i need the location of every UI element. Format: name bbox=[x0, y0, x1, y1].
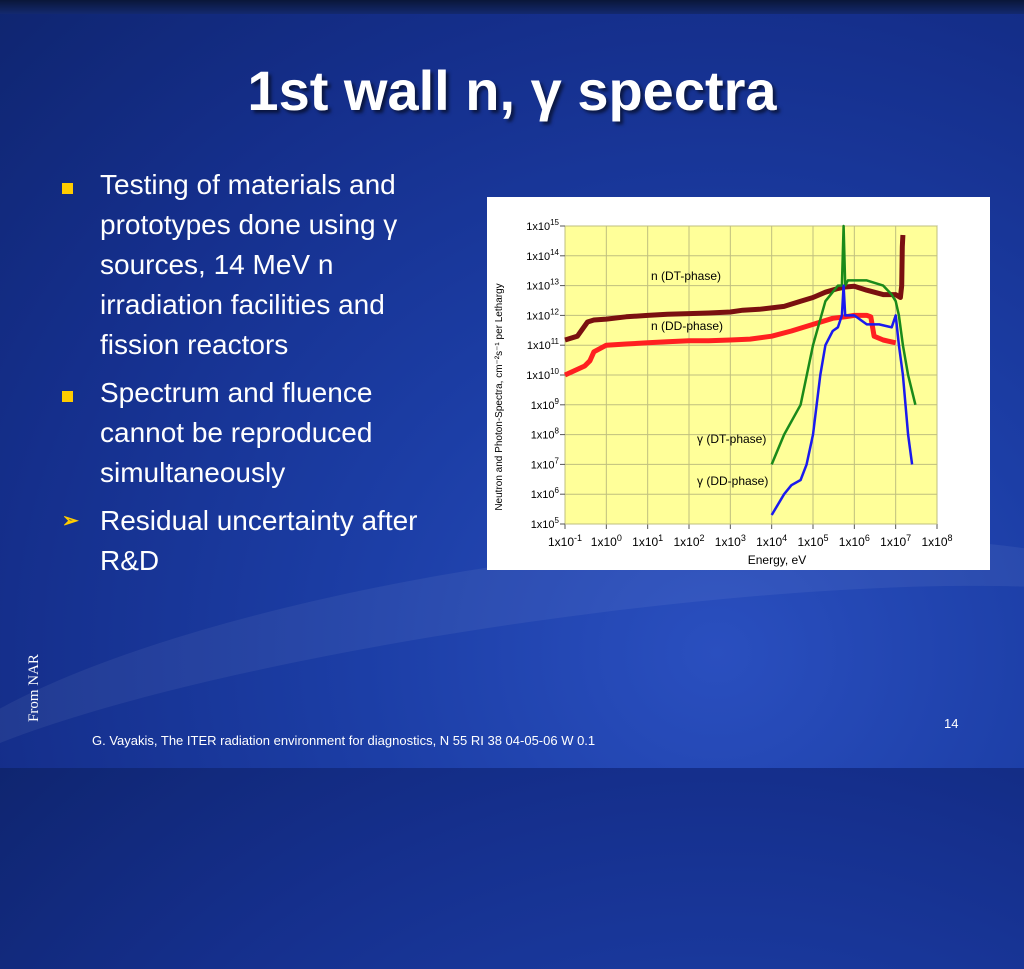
y-tick-label: 1x1015 bbox=[526, 218, 559, 233]
x-tick-label: 1x100 bbox=[591, 533, 622, 549]
series-line-n-dd bbox=[563, 312, 897, 378]
square-bullet-icon bbox=[62, 165, 73, 205]
y-tick-label: 1x1013 bbox=[526, 278, 559, 293]
series-annotation: n (DT-phase) bbox=[651, 269, 721, 283]
series-annotation: n (DD-phase) bbox=[651, 319, 723, 333]
series-line-gamma-dt bbox=[770, 224, 917, 465]
x-tick-label: 1x108 bbox=[921, 533, 952, 549]
y-tick-label: 1x1011 bbox=[527, 337, 560, 352]
top-band bbox=[0, 0, 1024, 14]
bullet-item: ➢ Residual uncertainty after R&D bbox=[60, 501, 450, 581]
chevron-bullet-icon: ➢ bbox=[62, 510, 79, 532]
series-line-gamma-dd bbox=[770, 284, 914, 516]
square-bullet-icon bbox=[62, 373, 73, 413]
bullet-text: Spectrum and fluence cannot be reproduce… bbox=[100, 377, 373, 488]
y-tick-label: 1x106 bbox=[531, 486, 560, 501]
bullet-item: Spectrum and fluence cannot be reproduce… bbox=[60, 373, 450, 493]
x-tick-label: 1x104 bbox=[756, 533, 787, 549]
series-annotation: γ (DD-phase) bbox=[697, 474, 768, 488]
bullet-item: Testing of materials and prototypes done… bbox=[60, 165, 450, 365]
footer-citation: G. Vayakis, The ITER radiation environme… bbox=[92, 733, 596, 748]
y-tick-label: 1x1010 bbox=[526, 367, 559, 382]
y-tick-label: 1x107 bbox=[531, 456, 560, 471]
bullet-list: Testing of materials and prototypes done… bbox=[60, 165, 450, 589]
spectra-chart: 1x10-1 1x100 1x101 1x102 1x103 1x104 1x105 1x10… bbox=[487, 197, 990, 570]
page-number: 14 bbox=[944, 716, 959, 731]
slide-title: 1st wall n, γ spectra bbox=[247, 59, 777, 122]
spectra-chart-svg: 1x10-1 1x100 1x101 1x102 1x103 1x104 1x105 1x10… bbox=[494, 218, 953, 567]
tick-label-layer: 1x10-1 1x100 1x101 1x102 1x103 1x104 1x105 1x10… bbox=[526, 218, 952, 549]
series-annotation: γ (DT-phase) bbox=[697, 432, 766, 446]
series-layer bbox=[563, 224, 917, 516]
x-tick-label: 1x103 bbox=[715, 533, 746, 549]
y-tick-label: 1x108 bbox=[531, 427, 560, 442]
x-tick-label: 1x105 bbox=[797, 533, 828, 549]
y-tick-label: 1x1012 bbox=[526, 307, 559, 322]
x-tick-label: 1x101 bbox=[632, 533, 663, 549]
side-credit: From NAR bbox=[26, 654, 42, 722]
y-tick-label: 1x109 bbox=[531, 397, 560, 412]
x-tick-label: 1x107 bbox=[880, 533, 911, 549]
annotation-layer: n (DT-phase) n (DD-phase) γ (DT-phase) γ (D… bbox=[651, 269, 768, 488]
bullet-text: Residual uncertainty after R&D bbox=[100, 505, 418, 576]
y-tick-label: 1x105 bbox=[531, 516, 560, 531]
x-tick-label: 1x106 bbox=[839, 533, 870, 549]
grid-layer bbox=[560, 225, 938, 529]
x-axis-label: Energy, eV bbox=[748, 553, 806, 567]
x-tick-label: 1x102 bbox=[673, 533, 704, 549]
y-axis-label: Neutron and Photon-Spectra, cm⁻²s⁻¹ per … bbox=[494, 283, 505, 510]
bullet-text: Testing of materials and prototypes done… bbox=[100, 169, 398, 360]
y-tick-label: 1x1014 bbox=[526, 248, 559, 263]
x-tick-label: 1x10-1 bbox=[548, 533, 582, 549]
